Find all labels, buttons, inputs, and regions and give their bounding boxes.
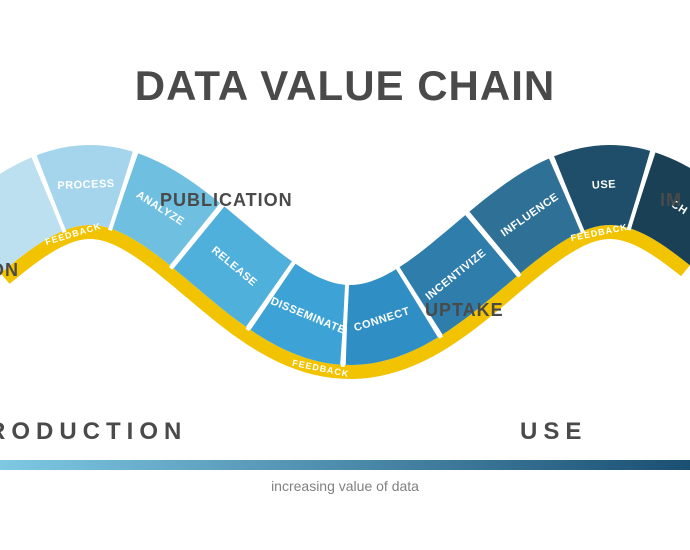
stage-label: PUBLICATION <box>160 190 293 211</box>
section-label: RODUCTION <box>0 418 187 446</box>
section-label: USE <box>520 418 587 446</box>
gradient-bar <box>0 460 690 470</box>
segment-label: USE <box>592 178 617 191</box>
gradient-caption: increasing value of data <box>0 478 690 494</box>
stage-label: UPTAKE <box>425 300 504 321</box>
stage-label: IM <box>660 190 682 211</box>
segment-label: PROCESS <box>57 178 115 192</box>
stage-label: ON <box>0 260 19 281</box>
wave-svg: PROCESSANALYZERELEASEDISSEMINATECONNECTI… <box>0 0 690 550</box>
diagram-root: DATA VALUE CHAIN PROCESSANALYZERELEASEDI… <box>0 0 690 550</box>
